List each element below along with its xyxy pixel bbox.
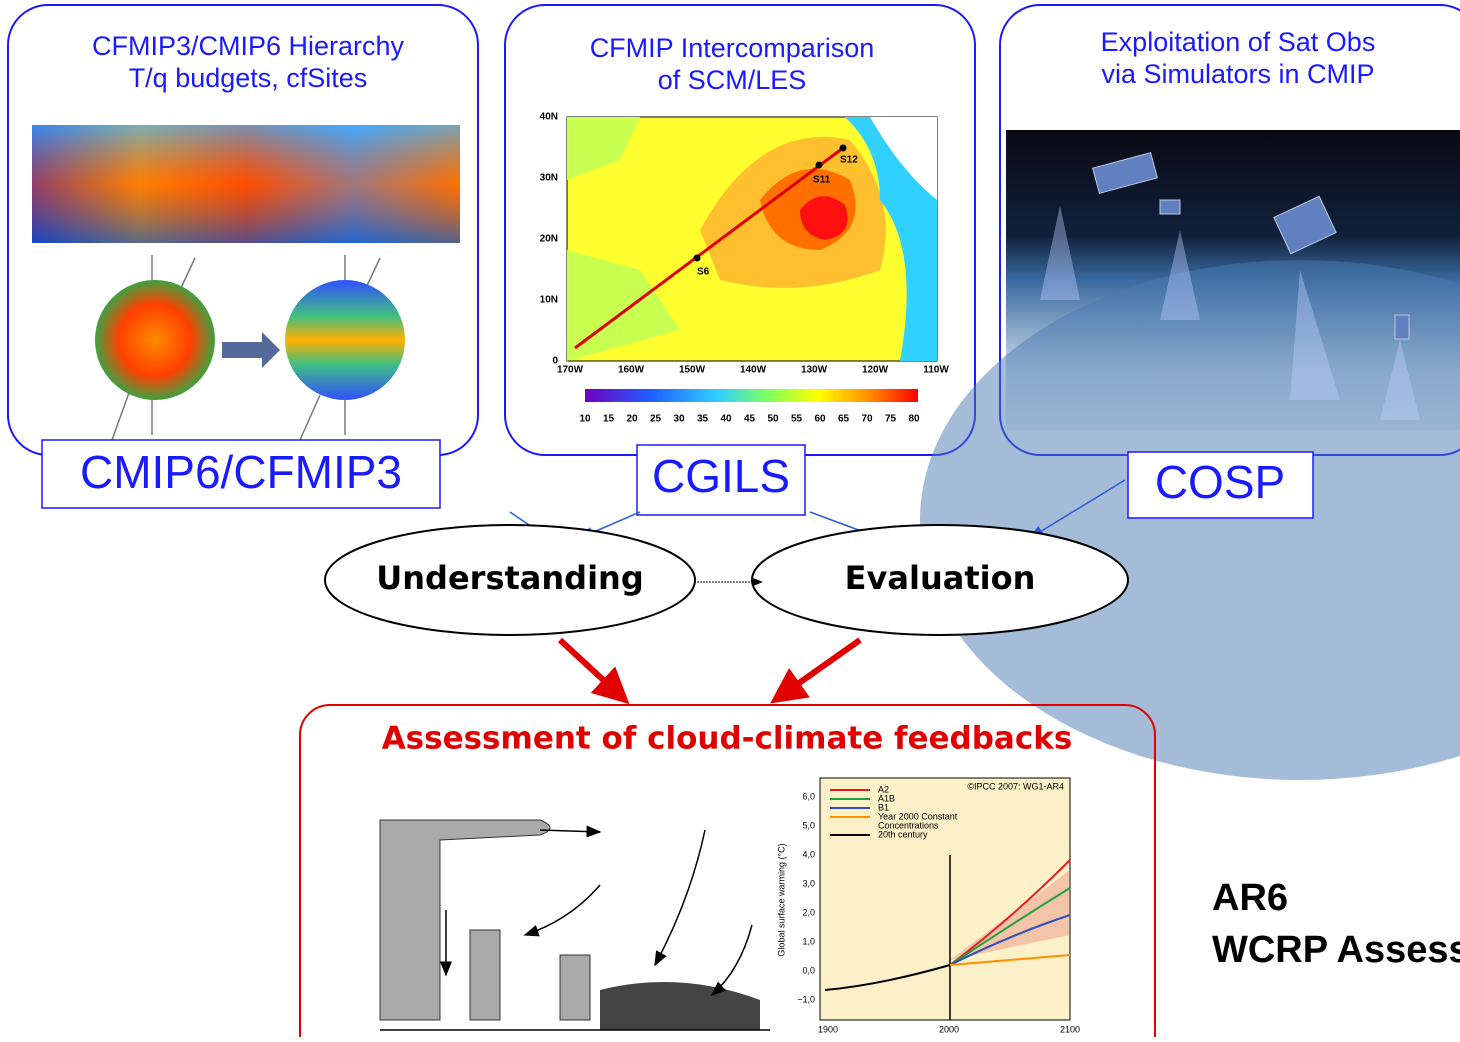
colorbar-label: 60 — [814, 414, 826, 425]
lat-label: 10N — [540, 295, 558, 306]
globe — [95, 280, 215, 400]
red-arrows — [560, 640, 860, 700]
y-tick-label: 4,0 — [802, 849, 815, 859]
panel-title: CFMIP Intercomparison — [590, 33, 875, 63]
y-tick-label: 6,0 — [802, 791, 815, 801]
box-label: CMIP6/CFMIP3 — [80, 446, 402, 498]
site-label: S12 — [840, 155, 858, 166]
y-tick-label: 5,0 — [802, 820, 815, 830]
site-label: S6 — [697, 267, 710, 278]
globe — [285, 280, 405, 400]
node-label: Evaluation — [845, 559, 1036, 597]
lon-label: 170W — [557, 365, 584, 376]
y-tick-label: 0,0 — [802, 965, 815, 975]
site — [694, 255, 701, 262]
lat-label: 20N — [540, 234, 558, 245]
satellite-map-overlay — [32, 125, 460, 243]
x-tick-label: 1900 — [818, 1024, 838, 1034]
x-tick-label: 2100 — [1060, 1024, 1080, 1034]
colorbar-label: 35 — [697, 414, 709, 425]
lon-label: 110W — [923, 365, 949, 376]
arrow — [222, 332, 280, 368]
panel-title: Exploitation of Sat Obs — [1101, 27, 1376, 57]
page: CFMIP3/CMIP6 Hierarchy T/q budgets, cfSi… — [0, 0, 1460, 1037]
box-label: COSP — [1155, 456, 1285, 508]
lon-label: 120W — [862, 365, 889, 376]
colorbar-label: 10 — [579, 414, 591, 425]
lon-label: 150W — [679, 365, 706, 376]
site — [816, 162, 823, 169]
colorbar-label: 30 — [673, 414, 685, 425]
colorbar-label: 25 — [650, 414, 662, 425]
legend-label: 20th century — [878, 829, 928, 839]
lon-label: 160W — [618, 365, 645, 376]
lon-label: 130W — [801, 365, 828, 376]
lat-label: 30N — [540, 173, 558, 184]
y-axis-label: Global surface warming (°C) — [776, 843, 786, 956]
colorbar-label: 45 — [744, 414, 756, 425]
y-tick-label: 2,0 — [802, 907, 815, 917]
box-label: CGILS — [652, 450, 790, 502]
node-label: Understanding — [376, 559, 643, 597]
cloud-sketch — [380, 820, 770, 1030]
x-tick-label: 2000 — [939, 1024, 959, 1034]
colorbar-label: 70 — [861, 414, 873, 425]
panel-title: of SCM/LES — [658, 65, 807, 95]
side-text: AR6 — [1212, 877, 1288, 919]
panel-title: T/q budgets, cfSites — [129, 63, 368, 93]
assessment-title: Assessment of cloud-climate feedbacks — [382, 721, 1073, 757]
colorbar — [585, 389, 918, 402]
colorbar-label: 15 — [603, 414, 615, 425]
colorbar-label: 50 — [767, 414, 779, 425]
colorbar-label: 40 — [720, 414, 732, 425]
colorbar-label: 20 — [626, 414, 638, 425]
site-label: S11 — [813, 175, 831, 186]
panel-title: CFMIP3/CMIP6 Hierarchy — [92, 31, 405, 61]
panel-title: via Simulators in CMIP — [1101, 59, 1374, 89]
y-tick-label: 3,0 — [802, 878, 815, 888]
colorbar-label: 80 — [908, 414, 920, 425]
lat-label: 40N — [540, 112, 558, 123]
colorbar-label: 55 — [791, 414, 803, 425]
credit: ©IPCC 2007: WG1-AR4 — [967, 781, 1064, 791]
y-tick-label: −1,0 — [797, 994, 815, 1004]
y-tick-label: 1,0 — [802, 936, 815, 946]
colorbar-label: 75 — [885, 414, 897, 425]
lon-label: 140W — [740, 365, 767, 376]
colorbar-label: 65 — [838, 414, 850, 425]
site — [840, 145, 847, 152]
side-text: WCRP Assessment — [1212, 929, 1460, 971]
diagram: CFMIP3/CMIP6 Hierarchy T/q budgets, cfSi… — [0, 0, 1460, 1037]
